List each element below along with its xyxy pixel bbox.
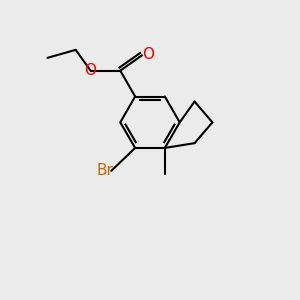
Text: O: O: [85, 63, 97, 78]
Text: O: O: [142, 47, 154, 62]
Text: Br: Br: [96, 163, 113, 178]
